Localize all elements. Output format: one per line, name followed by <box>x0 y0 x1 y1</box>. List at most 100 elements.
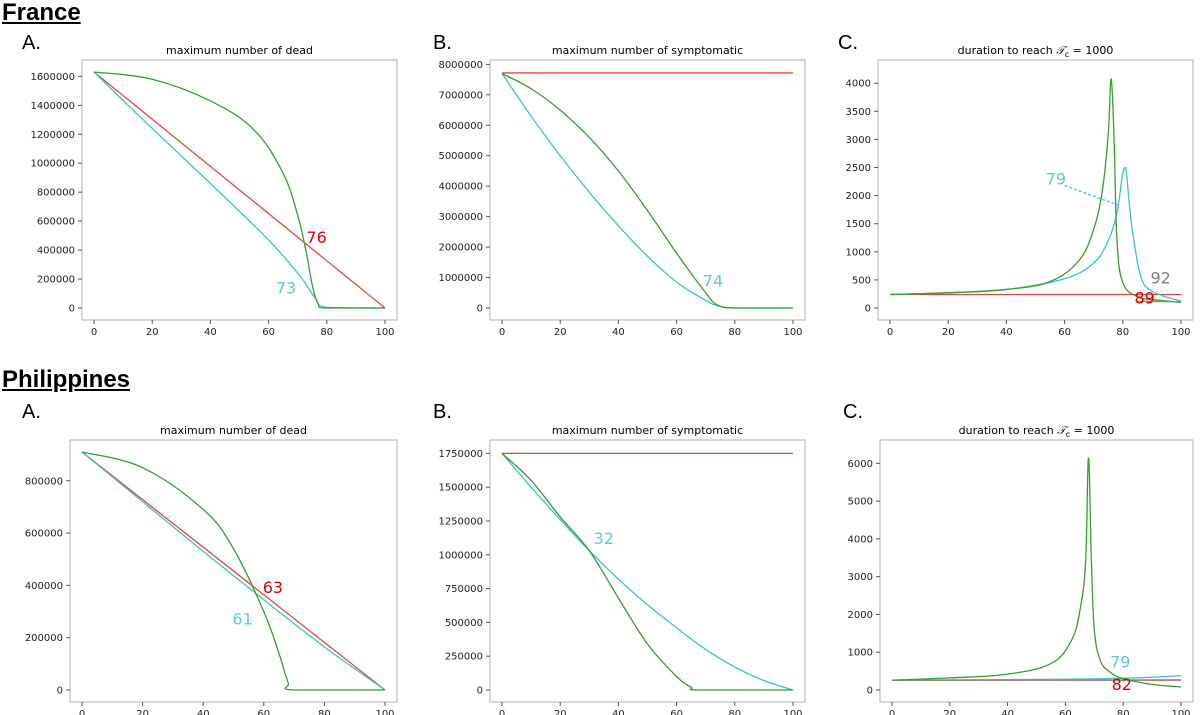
y-tick-label: 500 <box>852 275 871 286</box>
series-line-gray <box>1137 300 1182 303</box>
series-line-green <box>891 457 1182 688</box>
series-line-cyan <box>501 452 794 691</box>
y-tick-label: 5000000 <box>438 151 483 162</box>
y-tick-label: 1500 <box>846 219 871 230</box>
country-title: France <box>2 0 81 26</box>
x-tick-label: 60 <box>670 327 683 338</box>
series-line-cyan <box>81 451 386 691</box>
y-tick-label: 1000 <box>848 648 873 659</box>
y-tick-label: 0 <box>57 686 63 697</box>
y-tick-label: 750000 <box>445 584 483 595</box>
panel-letter: B. <box>433 401 452 423</box>
y-tick-label: 6000000 <box>438 121 483 132</box>
annotation-label: 82 <box>1112 675 1132 694</box>
y-tick-label: 1250000 <box>438 516 483 527</box>
x-tick-label: 80 <box>728 327 741 338</box>
annotation-label: 32 <box>594 529 614 548</box>
y-tick-label: 8000000 <box>438 60 483 71</box>
y-tick-label: 3500 <box>846 107 871 118</box>
y-tick-label: 0 <box>69 304 75 315</box>
x-tick-label: 0 <box>499 709 505 715</box>
title-rest: = 1000 <box>1070 424 1114 437</box>
annotation-label: 79 <box>1110 652 1130 671</box>
annotation-label: 73 <box>276 279 296 298</box>
x-tick-label: 60 <box>257 709 270 715</box>
x-tick-label: 40 <box>1000 327 1013 338</box>
y-tick-label: 1000000 <box>438 273 483 284</box>
series-line-green <box>93 71 385 309</box>
annotation-label: 74 <box>703 272 723 291</box>
y-tick-label: 0 <box>865 304 871 315</box>
x-tick-label: 100 <box>375 709 394 715</box>
series-line-green <box>889 78 1182 304</box>
x-tick-label: 60 <box>670 709 683 715</box>
y-tick-label: 0 <box>477 304 483 315</box>
plot-frame <box>877 59 1194 321</box>
chart-title: maximum number of dead <box>166 44 313 57</box>
annotation-label: 92 <box>1150 268 1170 287</box>
x-tick-label: 100 <box>783 709 802 715</box>
y-tick-label: 2500 <box>846 163 871 174</box>
y-tick-label: 2000000 <box>438 243 483 254</box>
y-tick-label: 4000000 <box>438 182 483 193</box>
y-tick-label: 3000000 <box>438 212 483 223</box>
x-tick-label: 80 <box>728 709 741 715</box>
y-tick-label: 1200000 <box>30 130 75 141</box>
plot-frame <box>69 439 398 703</box>
x-tick-label: 40 <box>204 327 217 338</box>
series-line-red <box>93 71 386 309</box>
title-rest: = 1000 <box>1069 44 1113 57</box>
chart-title: duration to reach 𝒯c = 1000 <box>959 424 1115 439</box>
title-subscript: c <box>1065 50 1069 59</box>
panel-letter: B. <box>433 32 452 54</box>
x-tick-label: 80 <box>1117 709 1130 715</box>
x-tick-label: 100 <box>1171 327 1190 338</box>
y-tick-label: 400000 <box>37 246 75 257</box>
x-tick-label: 20 <box>942 327 955 338</box>
panel-letter: C. <box>838 32 858 54</box>
x-tick-label: 100 <box>1171 709 1190 715</box>
x-tick-label: 40 <box>612 327 625 338</box>
y-tick-label: 1000 <box>846 247 871 258</box>
plot-frame <box>879 439 1194 703</box>
y-tick-label: 7000000 <box>438 90 483 101</box>
y-tick-label: 6000 <box>848 459 873 470</box>
y-tick-label: 800000 <box>25 476 63 487</box>
y-tick-label: 0 <box>867 686 873 697</box>
y-tick-label: 800000 <box>37 188 75 199</box>
annotation-label: 89 <box>1134 289 1154 308</box>
x-tick-label: 0 <box>889 709 895 715</box>
x-tick-label: 40 <box>612 709 625 715</box>
annotation-label: 79 <box>1046 169 1066 188</box>
y-tick-label: 1000000 <box>30 159 75 170</box>
series-line-gray <box>891 679 1182 682</box>
y-tick-label: 1500000 <box>438 483 483 494</box>
chart-title: duration to reach 𝒯c = 1000 <box>958 44 1114 59</box>
y-tick-label: 4000 <box>848 534 873 545</box>
y-tick-label: 3000 <box>848 572 873 583</box>
series-line-green <box>81 451 385 691</box>
y-tick-label: 400000 <box>25 581 63 592</box>
x-tick-label: 60 <box>262 327 275 338</box>
x-tick-label: 0 <box>499 327 505 338</box>
chart-title: maximum number of symptomatic <box>552 44 743 57</box>
y-tick-label: 200000 <box>37 275 75 286</box>
x-tick-label: 100 <box>783 327 802 338</box>
series-line-red <box>81 451 386 691</box>
x-tick-label: 80 <box>318 709 331 715</box>
x-tick-label: 80 <box>1116 327 1129 338</box>
y-tick-label: 2000 <box>846 191 871 202</box>
title-subscript: c <box>1066 430 1070 439</box>
x-tick-label: 0 <box>887 327 893 338</box>
y-tick-label: 600000 <box>25 529 63 540</box>
y-tick-label: 200000 <box>25 633 63 644</box>
y-tick-label: 500000 <box>445 618 483 629</box>
x-tick-label: 20 <box>554 709 567 715</box>
y-tick-label: 0 <box>477 686 483 697</box>
y-tick-label: 3000 <box>846 135 871 146</box>
x-tick-label: 20 <box>943 709 956 715</box>
x-tick-label: 100 <box>375 327 394 338</box>
y-tick-label: 1600000 <box>30 72 75 83</box>
